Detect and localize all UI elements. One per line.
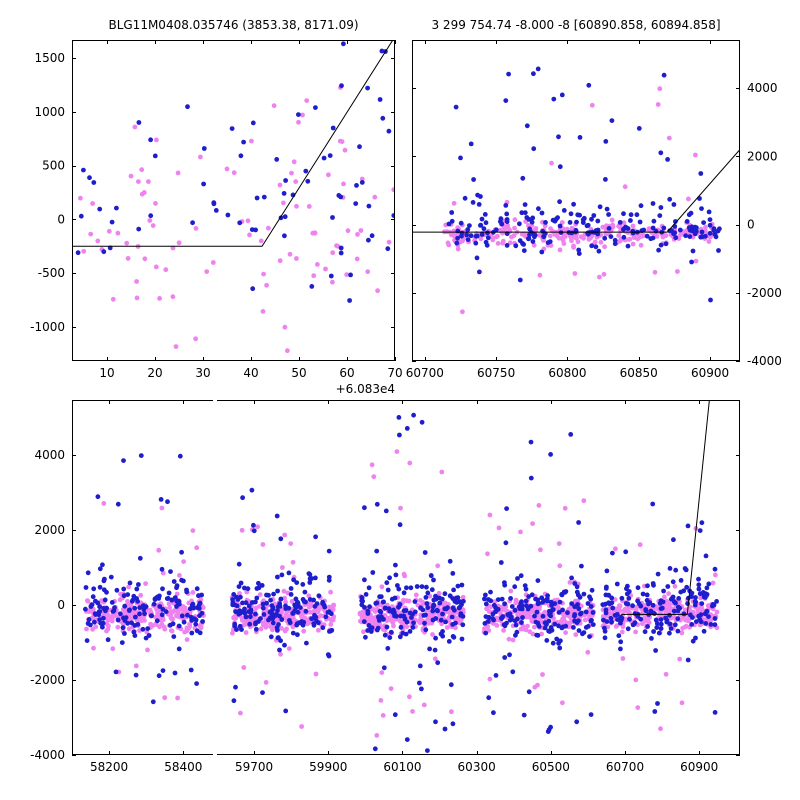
- x-tick-label: 58200: [90, 760, 128, 774]
- panel-title: BLG11M0408.035746 (3853.38, 8171.09): [108, 18, 358, 32]
- scatter-series-violet: [78, 85, 395, 354]
- y-tick-label: 0: [747, 218, 755, 232]
- model-line: [412, 149, 740, 233]
- x-tick-label: 20: [147, 366, 162, 380]
- model-line: [72, 40, 394, 247]
- x-tick-label: 60800: [548, 366, 586, 380]
- y-tick-label: 2000: [34, 523, 65, 537]
- panel-bottom-left: 58200 58400 -4000 -2000 0 2000 4000: [30, 400, 213, 774]
- x-tick-label: 60900: [691, 366, 729, 380]
- x-tick-label: 60750: [477, 366, 515, 380]
- x-tick-label: 59700: [235, 760, 273, 774]
- scatter-series-violet: [84, 501, 206, 701]
- y-tick-label: -2000: [747, 286, 782, 300]
- x-tick-label: 70: [387, 366, 402, 380]
- x-tick-label: 60900: [680, 760, 718, 774]
- x-tick-label: 60850: [620, 366, 658, 380]
- y-tick-label: 1000: [34, 105, 65, 119]
- x-tick-label: 60700: [606, 760, 644, 774]
- panel-bottom-right: 59700 59900 60100 60300 60500 60700 60900: [217, 400, 740, 774]
- scatter-series-blue: [83, 453, 206, 705]
- panel-top-left: 10 20 30 40 50 60 70 +6.083e4 -1000 -500 0 500 1000 1…: [30, 18, 403, 396]
- scatter-series-blue: [75, 41, 395, 303]
- x-tick-label: 10: [99, 366, 114, 380]
- y-tick-label: 2000: [747, 149, 778, 163]
- scatter-series-blue: [446, 66, 722, 303]
- model-line: [621, 400, 710, 615]
- y-tick-label: -4000: [30, 748, 65, 762]
- x-tick-label: 50: [291, 366, 306, 380]
- panel-title: 3 299 754.74 -8.000 -8 [60890.858, 60894…: [431, 18, 720, 32]
- y-tick-label: 0: [57, 212, 65, 226]
- y-tick-label: 0: [57, 598, 65, 612]
- x-tick-label: 40: [243, 366, 258, 380]
- x-tick-label: 58400: [164, 760, 202, 774]
- x-tick-label: 60300: [458, 760, 496, 774]
- y-tick-label: -1000: [30, 320, 65, 334]
- x-tick-label: 60700: [406, 366, 444, 380]
- x-tick-label: 60100: [383, 760, 421, 774]
- y-tick-label: -4000: [747, 354, 782, 368]
- scatter-series-violet: [442, 86, 719, 315]
- y-tick-label: -2000: [30, 673, 65, 687]
- y-tick-label: 4000: [747, 81, 778, 95]
- panel-top-right: 60700 60750 60800 60850 60900 -4000 -2000 0 2000…: [406, 18, 782, 380]
- x-tick-label: 30: [195, 366, 210, 380]
- scatter-series-blue: [230, 412, 719, 753]
- y-tick-label: 500: [42, 159, 65, 173]
- x-tick-label: 60: [339, 366, 354, 380]
- y-tick-label: 4000: [34, 448, 65, 462]
- x-tick-label: 59900: [309, 760, 347, 774]
- x-axis-offset-label: +6.083e4: [336, 382, 395, 396]
- y-tick-label: 1500: [34, 51, 65, 65]
- x-tick-label: 60500: [532, 760, 570, 774]
- y-tick-label: -500: [38, 266, 65, 280]
